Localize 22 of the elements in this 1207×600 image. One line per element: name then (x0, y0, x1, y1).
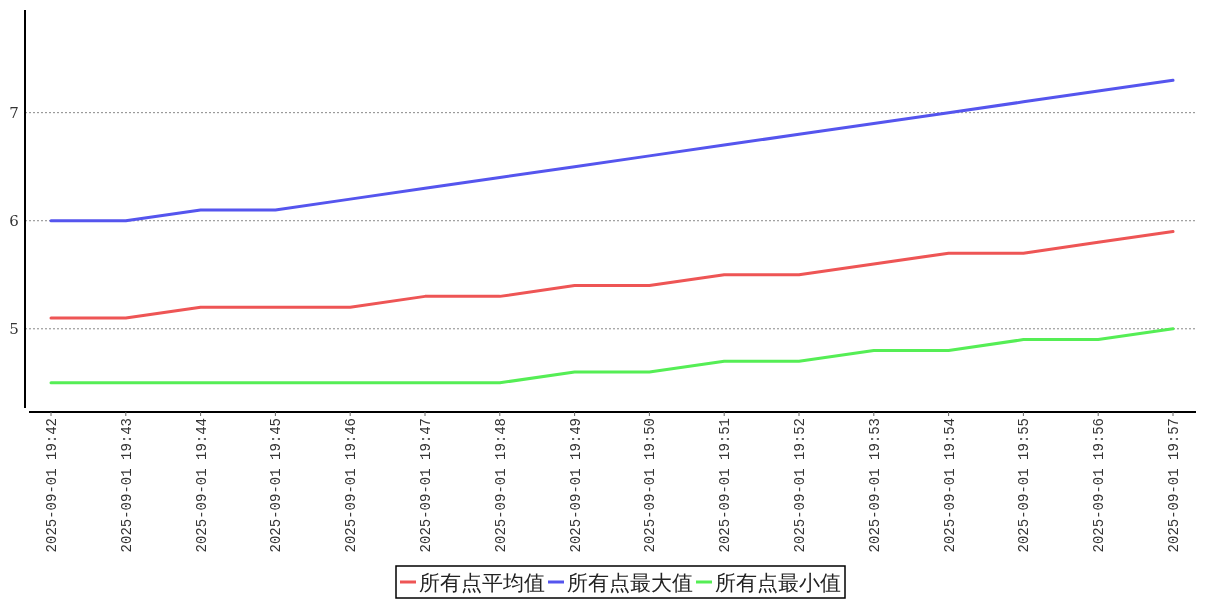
x-tick-label: 2025-09-01 19:49 (567, 418, 584, 553)
x-tick-label: 2025-09-01 19:46 (343, 418, 360, 553)
x-tick-label: 2025-09-01 19:54 (941, 418, 958, 553)
y-tick-label: 5 (9, 319, 19, 338)
x-tick-label: 2025-09-01 19:50 (642, 418, 659, 553)
legend-label: 所有点最小值 (715, 570, 841, 595)
x-tick-label: 2025-09-01 19:56 (1091, 418, 1108, 553)
x-tick-label: 2025-09-01 19:53 (866, 418, 883, 553)
x-tick-label: 2025-09-01 19:44 (193, 418, 210, 553)
legend-label: 所有点平均值 (419, 570, 545, 595)
x-tick-label: 2025-09-01 19:57 (1166, 418, 1182, 553)
x-tick-label: 2025-09-01 19:55 (1016, 418, 1033, 553)
x-tick-label: 2025-09-01 19:48 (492, 418, 509, 553)
x-tick-label: 2025-09-01 19:52 (792, 418, 808, 553)
y-tick-label: 6 (9, 211, 19, 230)
x-tick-label: 2025-09-01 19:42 (44, 418, 60, 553)
x-tick-label: 2025-09-01 19:43 (118, 418, 135, 553)
x-tick-label: 2025-09-01 19:47 (418, 418, 434, 553)
y-tick-label: 7 (9, 103, 19, 122)
x-tick-label: 2025-09-01 19:51 (717, 418, 734, 553)
legend-label: 所有点最大值 (567, 570, 693, 595)
x-tick-label: 2025-09-01 19:45 (268, 418, 285, 553)
